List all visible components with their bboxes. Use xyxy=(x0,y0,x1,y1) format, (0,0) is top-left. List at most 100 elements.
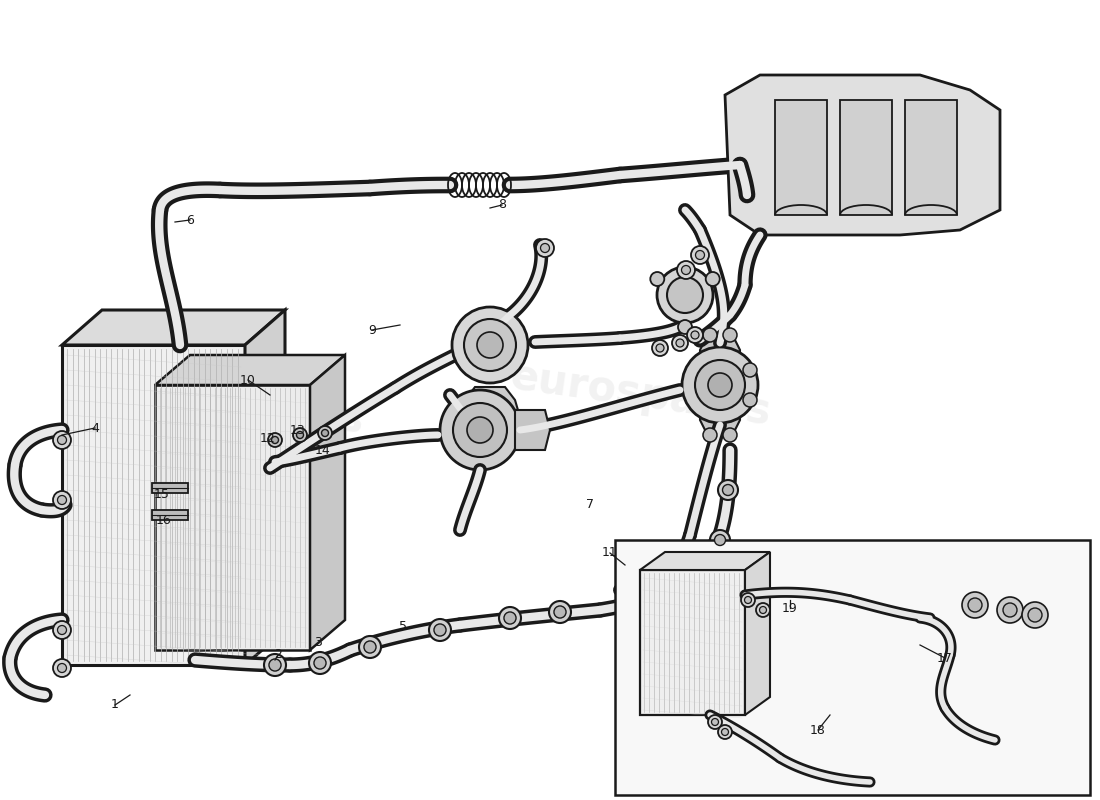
Circle shape xyxy=(53,431,72,449)
Circle shape xyxy=(504,612,516,624)
Text: 12: 12 xyxy=(260,431,276,445)
Text: 16: 16 xyxy=(156,514,172,526)
Circle shape xyxy=(745,597,751,603)
Text: 7: 7 xyxy=(586,498,594,511)
Text: 4: 4 xyxy=(91,422,99,434)
Circle shape xyxy=(440,390,520,470)
Circle shape xyxy=(703,428,717,442)
Circle shape xyxy=(433,624,447,636)
Text: eurospares: eurospares xyxy=(138,559,332,621)
Circle shape xyxy=(264,654,286,676)
Text: 1: 1 xyxy=(111,698,119,711)
Text: 15: 15 xyxy=(154,489,169,502)
Circle shape xyxy=(997,597,1023,623)
Circle shape xyxy=(272,437,278,443)
Circle shape xyxy=(706,272,719,286)
Text: 2: 2 xyxy=(274,649,282,662)
Circle shape xyxy=(678,320,692,334)
Bar xyxy=(840,100,892,215)
Circle shape xyxy=(499,607,521,629)
Circle shape xyxy=(742,393,757,407)
Circle shape xyxy=(656,344,664,352)
Text: 19: 19 xyxy=(782,602,797,614)
Circle shape xyxy=(962,592,988,618)
Text: 5: 5 xyxy=(399,619,407,633)
Circle shape xyxy=(359,636,381,658)
Polygon shape xyxy=(62,310,285,345)
Circle shape xyxy=(452,307,528,383)
Bar xyxy=(152,483,188,493)
Circle shape xyxy=(676,261,695,279)
Circle shape xyxy=(723,485,734,495)
Circle shape xyxy=(650,585,670,605)
Polygon shape xyxy=(725,75,1000,235)
Circle shape xyxy=(691,246,710,264)
Polygon shape xyxy=(245,310,285,665)
Text: 10: 10 xyxy=(240,374,256,386)
Polygon shape xyxy=(62,345,245,665)
Polygon shape xyxy=(155,355,345,385)
Bar xyxy=(905,100,957,215)
Bar xyxy=(615,540,1090,795)
Polygon shape xyxy=(515,410,550,450)
Circle shape xyxy=(364,641,376,653)
Circle shape xyxy=(53,491,72,509)
Text: eurospares: eurospares xyxy=(102,347,369,443)
Circle shape xyxy=(742,363,757,377)
Circle shape xyxy=(708,715,722,729)
Polygon shape xyxy=(155,385,310,650)
Circle shape xyxy=(715,534,726,546)
Circle shape xyxy=(652,340,668,356)
Text: 13: 13 xyxy=(290,423,306,437)
Circle shape xyxy=(293,428,307,442)
Circle shape xyxy=(657,267,713,323)
Circle shape xyxy=(688,327,703,343)
Polygon shape xyxy=(745,552,770,715)
Circle shape xyxy=(723,328,737,342)
Circle shape xyxy=(268,433,282,447)
Text: 14: 14 xyxy=(315,443,331,457)
Text: 8: 8 xyxy=(498,198,506,211)
Circle shape xyxy=(268,659,282,671)
Bar xyxy=(152,510,188,520)
Circle shape xyxy=(1003,603,1018,617)
Circle shape xyxy=(297,431,304,438)
Circle shape xyxy=(654,590,666,601)
Circle shape xyxy=(710,530,730,550)
Circle shape xyxy=(57,663,66,673)
Polygon shape xyxy=(460,387,520,427)
Circle shape xyxy=(453,403,507,457)
Circle shape xyxy=(695,250,704,259)
Circle shape xyxy=(723,428,737,442)
Circle shape xyxy=(708,373,732,397)
Circle shape xyxy=(477,332,503,358)
Text: 9: 9 xyxy=(368,323,376,337)
Circle shape xyxy=(57,435,66,445)
Circle shape xyxy=(554,606,566,618)
Circle shape xyxy=(968,598,982,612)
Circle shape xyxy=(682,266,691,274)
Circle shape xyxy=(718,480,738,500)
Circle shape xyxy=(318,426,332,440)
Circle shape xyxy=(468,417,493,443)
Circle shape xyxy=(1022,602,1048,628)
Circle shape xyxy=(703,328,717,342)
Polygon shape xyxy=(640,552,770,570)
Circle shape xyxy=(682,347,758,423)
Text: 18: 18 xyxy=(810,723,826,737)
Circle shape xyxy=(549,601,571,623)
Bar xyxy=(776,100,827,215)
Circle shape xyxy=(57,626,66,634)
Circle shape xyxy=(314,657,326,669)
Text: 6: 6 xyxy=(186,214,194,226)
Circle shape xyxy=(321,430,329,437)
Circle shape xyxy=(722,729,728,735)
Text: eurospares: eurospares xyxy=(507,356,773,434)
Circle shape xyxy=(676,339,684,347)
Text: eurospares: eurospares xyxy=(642,566,837,614)
Circle shape xyxy=(309,652,331,674)
Circle shape xyxy=(53,659,72,677)
Circle shape xyxy=(650,272,664,286)
Circle shape xyxy=(672,335,688,351)
Circle shape xyxy=(756,603,770,617)
